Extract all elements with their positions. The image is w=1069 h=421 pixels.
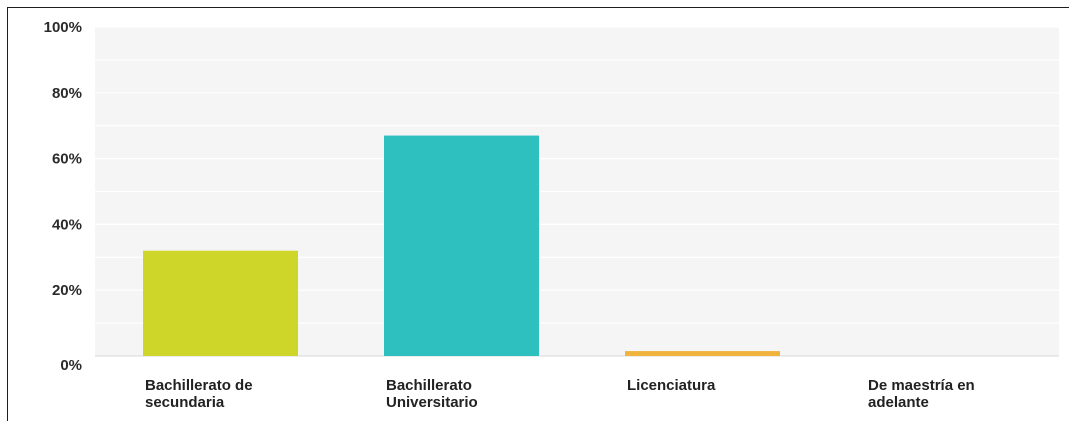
y-tick-label: 20% <box>52 282 82 299</box>
bar <box>143 250 298 356</box>
bar <box>384 135 539 356</box>
y-tick-label: 80% <box>52 85 82 102</box>
x-category-label-line: Bachillerato de <box>145 377 253 394</box>
x-category-label-line: secundaria <box>145 394 225 411</box>
x-category-label-line: adelante <box>868 394 929 411</box>
x-category-label-line: De maestría en <box>868 377 975 394</box>
x-category-label: De maestría en adelante <box>868 377 975 411</box>
x-category-label: Licenciatura <box>627 377 716 394</box>
y-tick-label: 40% <box>52 216 82 233</box>
x-category-label-line: Licenciatura <box>627 377 716 394</box>
y-tick-label: 100% <box>44 19 82 36</box>
bar <box>625 351 780 356</box>
gridlines <box>95 26 1059 357</box>
bars <box>143 135 780 356</box>
x-category-label: Bachillerato de secundaria <box>145 377 253 411</box>
x-axis-categories: Bachillerato de secundaria Bachillerato Uni… <box>145 377 975 411</box>
x-category-label: Bachillerato Universitario <box>386 377 478 411</box>
x-category-label-line: Universitario <box>386 394 478 411</box>
x-category-label-line: Bachillerato <box>386 377 472 394</box>
y-tick-label: 60% <box>52 151 82 168</box>
y-tick-label: 0% <box>60 357 82 374</box>
y-axis-ticks: 0% 20% 40% 60% 80% 100% <box>44 19 82 374</box>
